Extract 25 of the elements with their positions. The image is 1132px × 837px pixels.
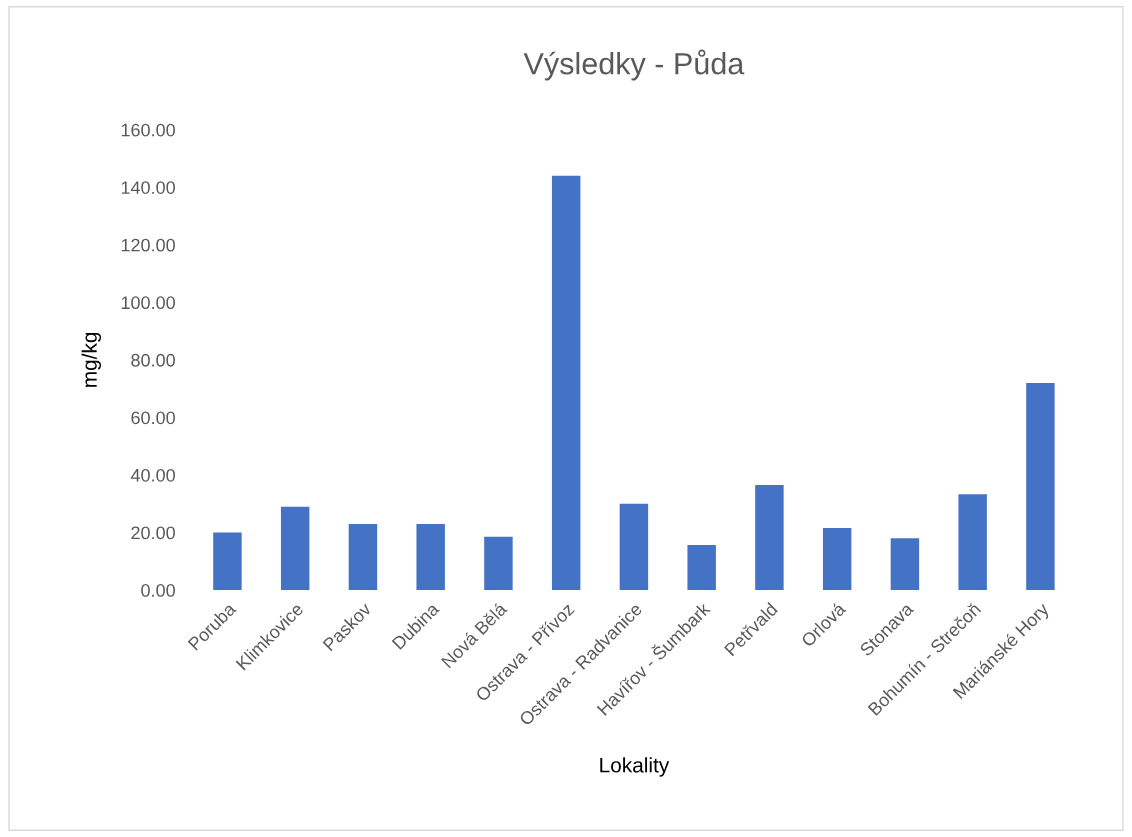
y-tick-label: 40.00 [130,468,175,482]
bar [619,503,649,591]
y-tick-label: 160.00 [121,123,175,137]
bar [890,538,920,591]
chart-title: Výsledky - Půda [523,49,745,81]
y-axis-title: mg/kg [81,332,102,387]
bar [822,527,852,591]
y-tick-label: 60.00 [131,411,175,425]
y-tick-label: 120.00 [121,238,175,252]
bar [484,536,513,591]
bar [416,523,445,591]
x-axis-title: Lokality [600,757,670,777]
bar [348,523,378,591]
bar [958,494,987,591]
bar [1026,382,1055,591]
bar [280,506,310,591]
y-tick-label: 100.00 [121,296,175,310]
y-tick-label: 140.00 [121,181,175,194]
bar [551,175,581,591]
y-tick-label: 0.00 [141,584,175,597]
bar [687,544,716,591]
y-tick-label: 20.00 [131,526,175,540]
bar [213,532,242,591]
y-tick-label: 80.00 [131,353,175,367]
bar [755,485,784,591]
